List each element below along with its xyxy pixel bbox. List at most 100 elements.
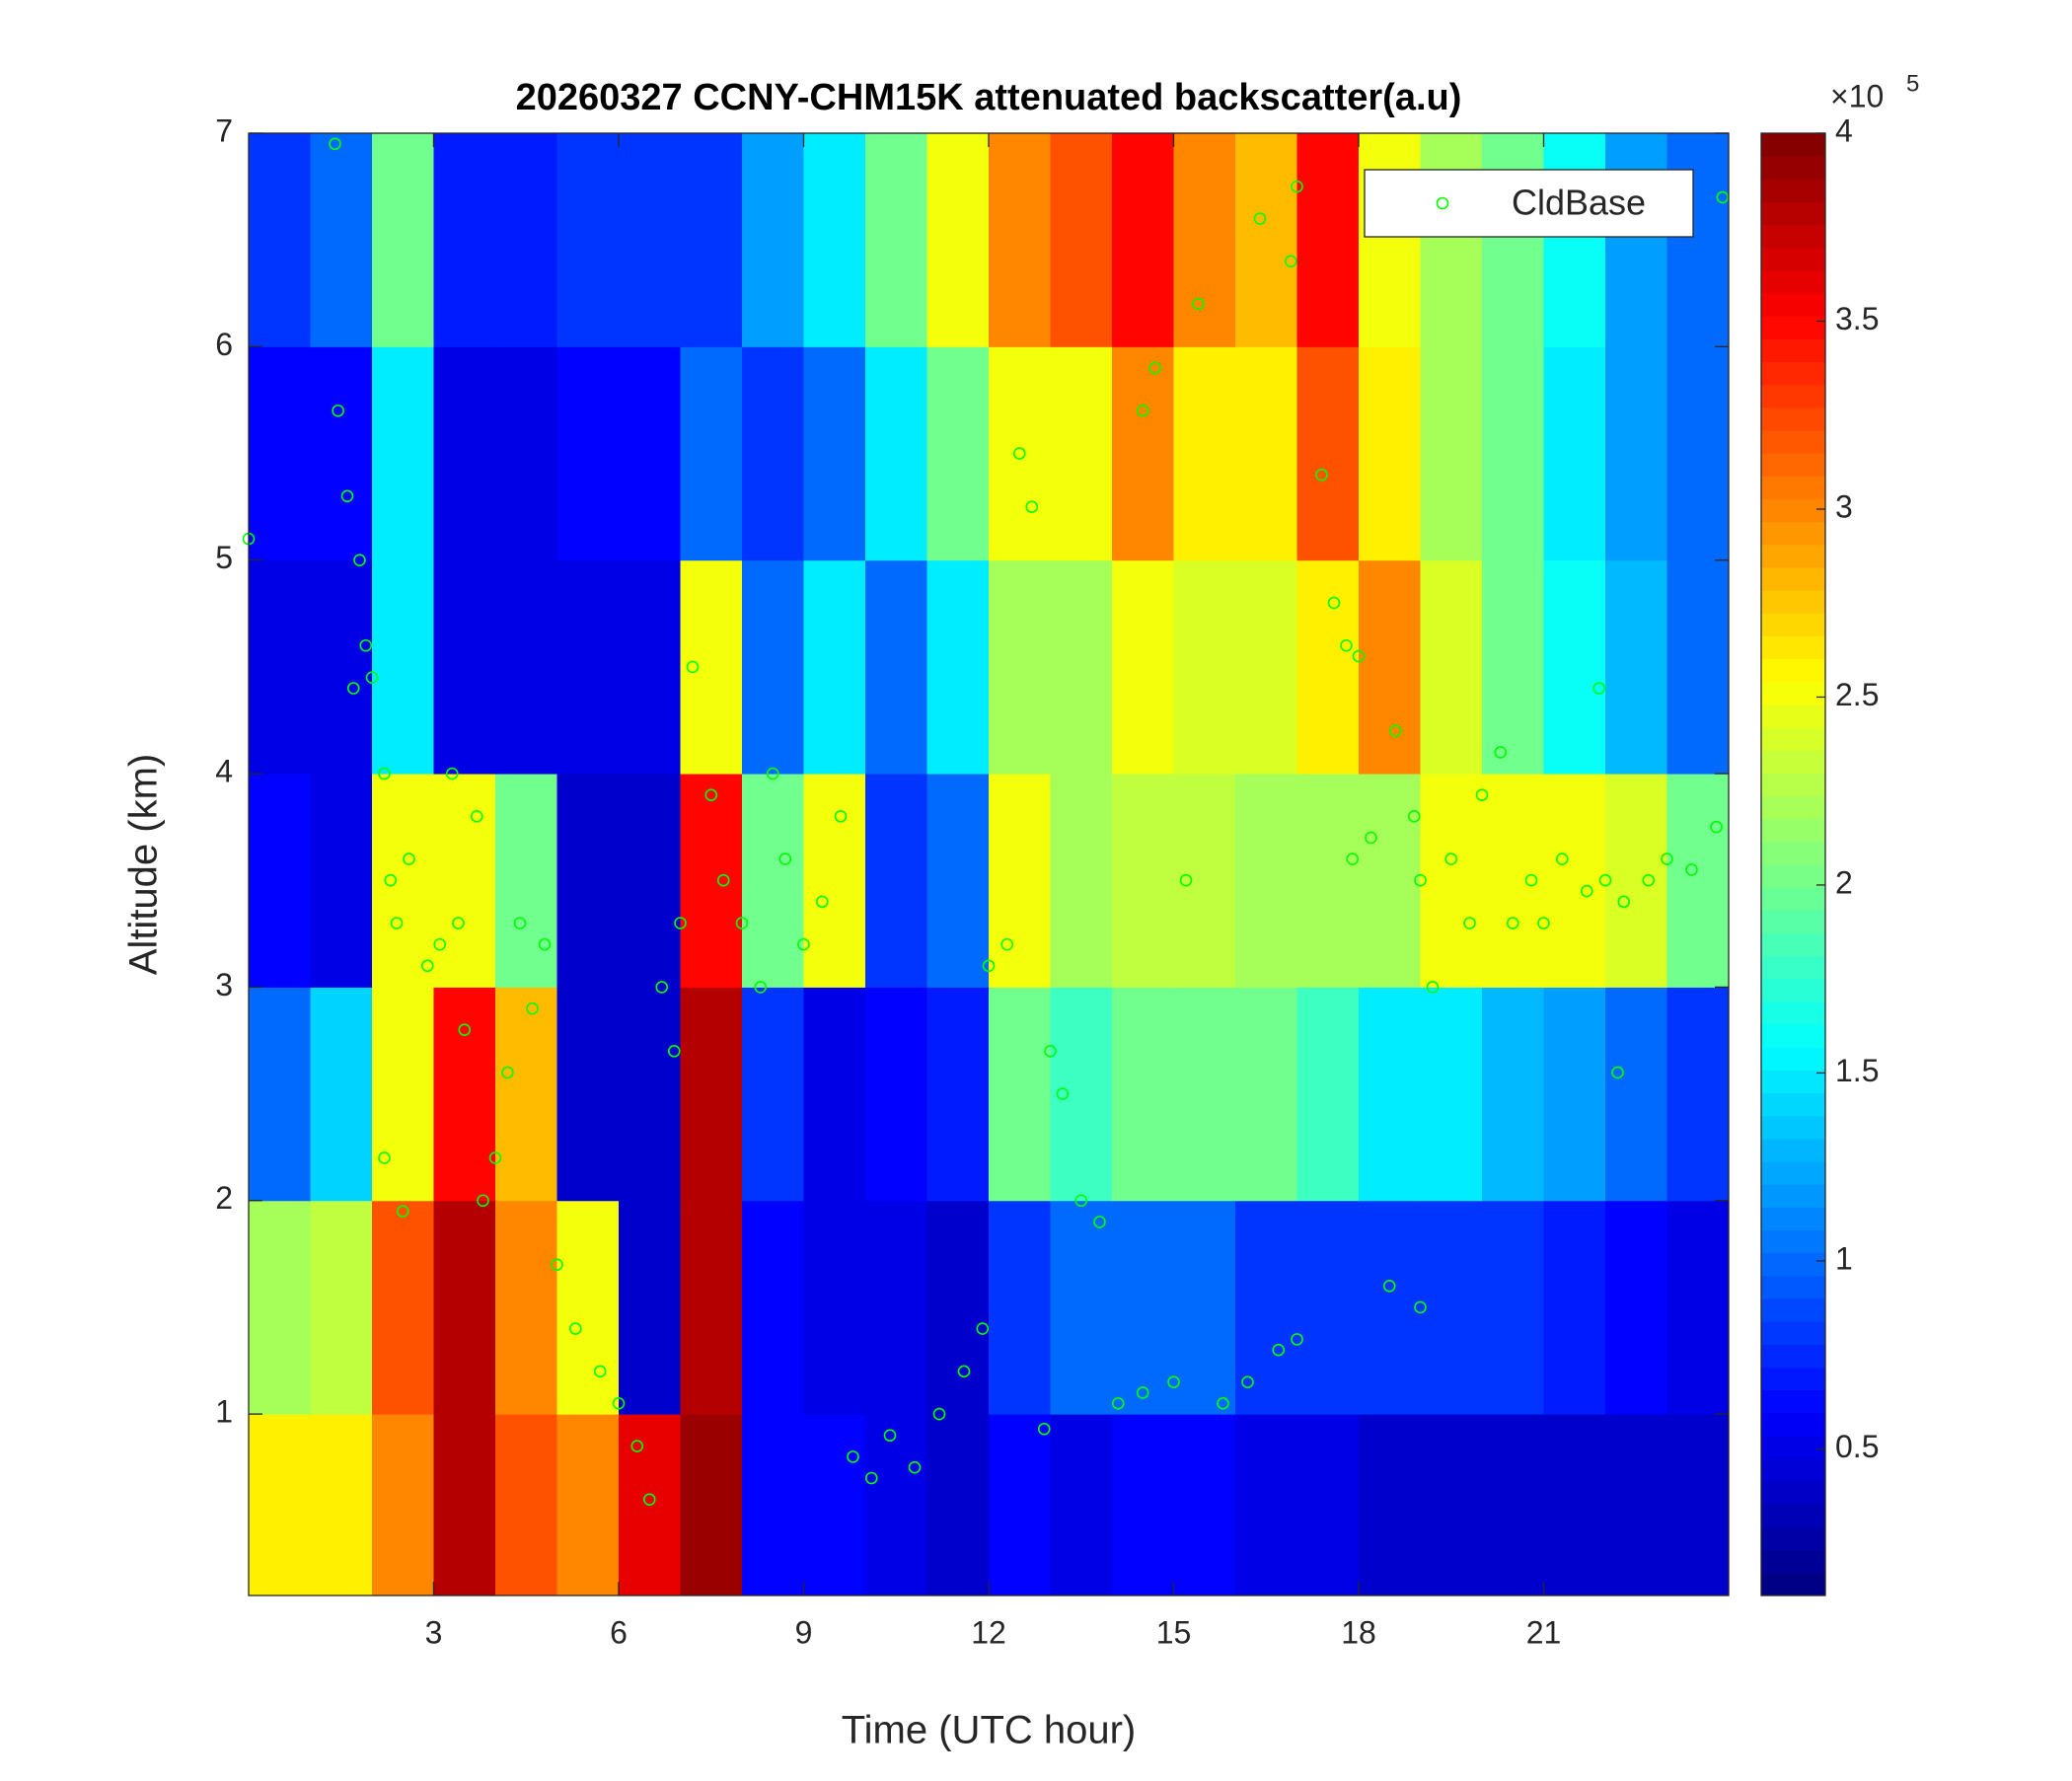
cloud-base-point bbox=[1475, 788, 1489, 801]
cloud-base-point bbox=[957, 1365, 971, 1378]
colorbar-swatch bbox=[1761, 476, 1825, 499]
heatmap-cell bbox=[865, 1414, 927, 1596]
cloud-base-point bbox=[488, 1151, 502, 1164]
colorbar-swatch bbox=[1761, 269, 1825, 294]
heatmap-cell bbox=[1359, 1200, 1421, 1415]
cloud-base-point bbox=[1284, 255, 1297, 268]
heatmap-cell bbox=[926, 133, 990, 347]
colorbar-swatch bbox=[1761, 179, 1825, 202]
cloud-base-point bbox=[458, 1023, 472, 1036]
cloud-base-point bbox=[908, 1460, 922, 1474]
heatmap-cell bbox=[1666, 774, 1730, 988]
heatmap-cell bbox=[619, 559, 681, 775]
cloud-base-point bbox=[834, 810, 848, 823]
cloud-base-point bbox=[1611, 1066, 1624, 1079]
cloud-base-point bbox=[1093, 1216, 1106, 1228]
colorbar-swatch bbox=[1761, 338, 1825, 363]
cloud-base-point bbox=[420, 959, 434, 973]
heatmap-cell bbox=[1296, 1200, 1360, 1415]
heatmap-cell bbox=[372, 1414, 434, 1596]
x-tick-label: 12 bbox=[971, 1614, 1006, 1650]
heatmap-cell bbox=[619, 346, 681, 561]
heatmap-cell bbox=[249, 774, 311, 988]
heatmap-cell bbox=[1605, 559, 1667, 775]
heatmap-cell bbox=[1112, 133, 1174, 347]
heatmap-cell bbox=[926, 1200, 990, 1415]
heatmap-cell bbox=[742, 987, 804, 1202]
colorbar-multiplier: ×10 bbox=[1830, 78, 1884, 113]
heatmap-cell bbox=[1482, 346, 1544, 561]
y-axis-label: Altitude (km) bbox=[122, 754, 166, 976]
heatmap-cell bbox=[1296, 346, 1360, 561]
heatmap-cell bbox=[680, 346, 743, 561]
heatmap-cell bbox=[1543, 1414, 1606, 1596]
colorbar-swatch bbox=[1761, 978, 1825, 1002]
heatmap-cell bbox=[1050, 1200, 1113, 1415]
colorbar-swatch bbox=[1761, 887, 1825, 911]
cloud-base-point bbox=[403, 853, 415, 865]
cloud-base-point bbox=[1365, 831, 1377, 845]
cloud-base-point bbox=[1291, 1333, 1303, 1346]
heatmap bbox=[249, 133, 1730, 1596]
colorbar-swatch bbox=[1761, 224, 1825, 249]
heatmap-cell bbox=[619, 1200, 681, 1415]
heatmap-cell bbox=[926, 987, 990, 1202]
heatmap-cell bbox=[310, 133, 373, 347]
heatmap-cell bbox=[249, 133, 311, 347]
colorbar-swatch bbox=[1761, 201, 1825, 226]
heatmap-cell bbox=[989, 1414, 1051, 1596]
heatmap-cell bbox=[680, 987, 743, 1202]
heatmap-cell bbox=[742, 1200, 804, 1415]
y-tick-label: 2 bbox=[215, 1180, 233, 1216]
colorbar-swatch bbox=[1761, 407, 1825, 431]
cloud-base-point bbox=[1044, 1045, 1057, 1058]
cloud-base-point bbox=[593, 1365, 607, 1378]
heatmap-cell bbox=[1420, 774, 1483, 988]
legend-label: CldBase bbox=[1512, 183, 1646, 223]
heatmap-cell bbox=[1482, 1414, 1544, 1596]
colorbar-swatch bbox=[1761, 932, 1825, 957]
colorbar-swatch bbox=[1761, 384, 1825, 408]
heatmap-cell bbox=[1235, 346, 1297, 561]
cloud-base-point bbox=[1494, 746, 1508, 759]
heatmap-cell bbox=[310, 774, 373, 988]
heatmap-cell bbox=[1112, 559, 1174, 775]
colorbar-swatch bbox=[1761, 247, 1825, 271]
y-tick-label: 3 bbox=[215, 967, 233, 1002]
heatmap-cell bbox=[1482, 1200, 1544, 1415]
y-tick-label: 6 bbox=[215, 327, 233, 362]
heatmap-cell bbox=[1112, 1414, 1174, 1596]
cloud-base-point bbox=[982, 959, 996, 973]
x-axis-label: Time (UTC hour) bbox=[842, 1709, 1137, 1752]
cloud-base-point bbox=[1617, 895, 1631, 909]
heatmap-cell bbox=[1666, 1200, 1730, 1415]
colorbar-tick-label: 3 bbox=[1835, 488, 1853, 524]
cloud-base-point bbox=[674, 917, 687, 929]
colorbar-swatch bbox=[1761, 1115, 1825, 1140]
cloud-base-point bbox=[1407, 810, 1421, 823]
heatmap-cell bbox=[1235, 1200, 1297, 1415]
y-tick-label: 4 bbox=[215, 754, 233, 789]
heatmap-cell bbox=[1235, 774, 1297, 988]
cloud-base-point bbox=[1056, 1087, 1070, 1100]
heatmap-cell bbox=[1605, 346, 1667, 561]
heatmap-cell bbox=[1050, 133, 1113, 347]
heatmap-cell bbox=[803, 133, 866, 347]
colorbar-swatch bbox=[1761, 1572, 1825, 1596]
heatmap-cell bbox=[1359, 133, 1421, 347]
cloud-base-point bbox=[1012, 447, 1026, 460]
cloud-base-point bbox=[452, 917, 465, 929]
heatmap-cell bbox=[803, 1200, 866, 1415]
cloud-base-point bbox=[1592, 682, 1606, 695]
heatmap-cell bbox=[372, 1200, 434, 1415]
heatmap-cell bbox=[989, 346, 1051, 561]
heatmap-cell bbox=[803, 559, 866, 775]
colorbar-swatch bbox=[1761, 1412, 1825, 1437]
colorbar-swatch bbox=[1761, 453, 1825, 477]
heatmap-cell bbox=[926, 774, 990, 988]
heatmap-cell bbox=[619, 774, 681, 988]
heatmap-cell bbox=[433, 1200, 496, 1415]
heatmap-cell bbox=[372, 346, 434, 561]
heatmap-cell bbox=[556, 1200, 620, 1415]
